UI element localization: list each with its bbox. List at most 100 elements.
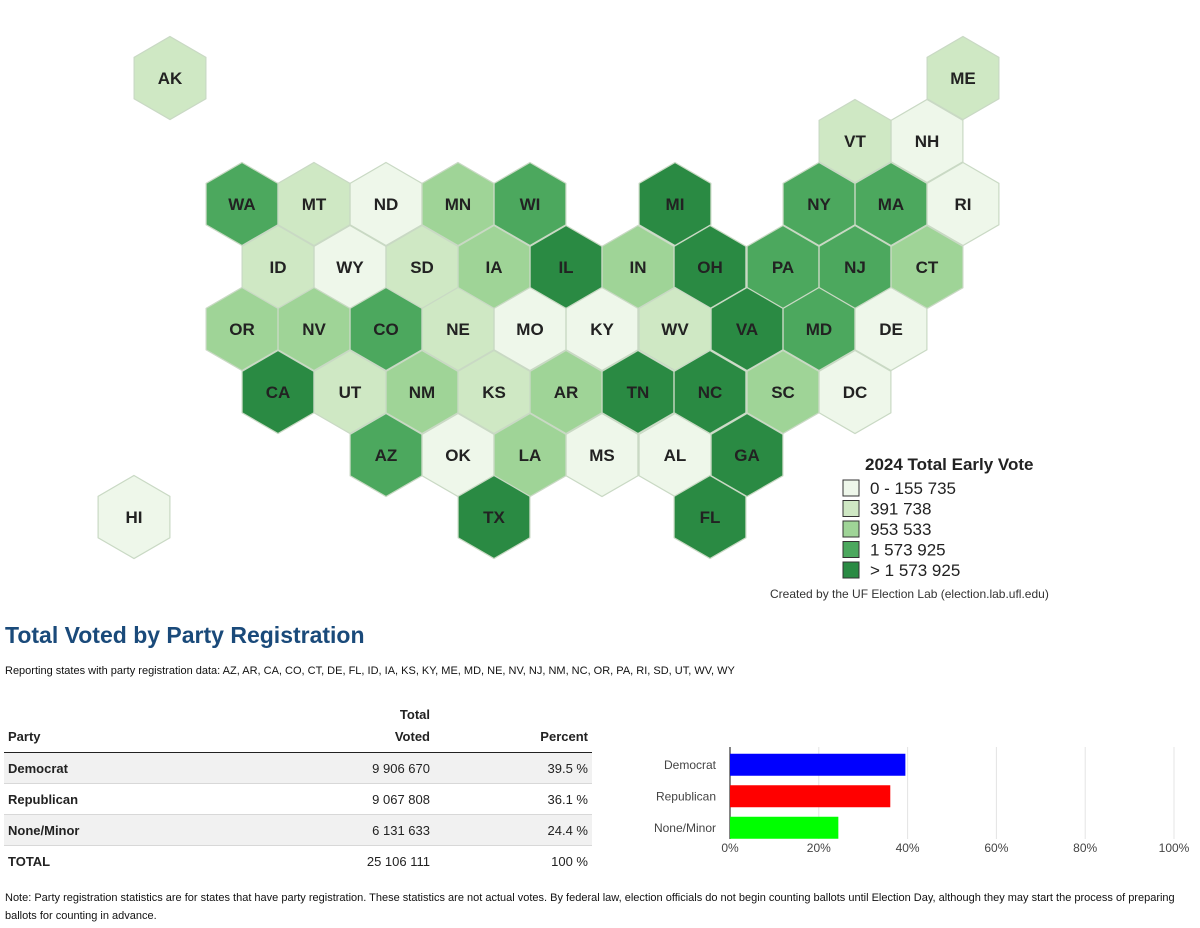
- state-hex-dc[interactable]: DC: [818, 349, 892, 435]
- state-hex-nj[interactable]: NJ: [818, 224, 892, 310]
- state-hex-ak[interactable]: AK: [133, 35, 207, 121]
- category-label: None/Minor: [654, 821, 716, 835]
- state-hex-me[interactable]: ME: [926, 35, 1000, 121]
- legend-item: > 1 573 925: [842, 561, 960, 580]
- x-tick-label: 0%: [721, 841, 739, 855]
- state-hex-hi[interactable]: HI: [97, 474, 171, 560]
- state-label: WA: [228, 195, 255, 214]
- legend-title: 2024 Total Early Vote: [865, 455, 1034, 474]
- row-percent: 39.5 %: [434, 752, 592, 784]
- state-hex-ct[interactable]: CT: [890, 224, 964, 310]
- row-voted: 9 906 670: [304, 752, 434, 784]
- state-hex-ks[interactable]: KS: [457, 349, 531, 435]
- state-hex-nc[interactable]: NC: [673, 349, 747, 435]
- party-table: Party Total Voted Percent Democrat 9 906…: [4, 700, 592, 877]
- state-label: NM: [409, 383, 435, 402]
- x-tick-label: 80%: [1073, 841, 1097, 855]
- category-label: Republican: [656, 789, 716, 803]
- state-label: IN: [630, 258, 647, 277]
- state-label: DE: [879, 320, 903, 339]
- state-label: ME: [950, 69, 976, 88]
- row-percent: 36.1 %: [434, 783, 592, 815]
- bar-democrat[interactable]: [730, 753, 906, 776]
- state-label: GA: [734, 446, 760, 465]
- section-title: Total Voted by Party Registration: [5, 622, 365, 648]
- state-label: KY: [590, 320, 614, 339]
- row-percent: 24.4 %: [434, 814, 592, 846]
- legend-label: 953 533: [870, 520, 931, 539]
- state-label: TN: [627, 383, 650, 402]
- state-label: PA: [772, 258, 794, 277]
- legend-item: 953 533: [842, 520, 931, 539]
- state-hex-ms[interactable]: MS: [565, 412, 639, 498]
- state-hex-or[interactable]: OR: [205, 286, 279, 372]
- state-hex-nh[interactable]: NH: [890, 98, 964, 184]
- legend-item: 0 - 155 735: [842, 479, 956, 498]
- state-label: AZ: [375, 446, 398, 465]
- state-label: OK: [445, 446, 471, 465]
- state-label: AL: [664, 446, 687, 465]
- total-percent: 100 %: [434, 845, 592, 877]
- state-label: RI: [955, 195, 972, 214]
- state-hex-ar[interactable]: AR: [529, 349, 603, 435]
- legend-label: 1 573 925: [870, 541, 946, 560]
- state-label: TX: [483, 508, 505, 527]
- state-label: DC: [843, 383, 868, 402]
- state-label: WI: [520, 195, 541, 214]
- state-label: MA: [878, 195, 904, 214]
- state-label: HI: [126, 508, 143, 527]
- state-hex-mi[interactable]: MI: [638, 161, 712, 247]
- state-label: UT: [339, 383, 362, 402]
- state-label: CA: [266, 383, 291, 402]
- state-hex-ri[interactable]: RI: [926, 161, 1000, 247]
- state-hex-tn[interactable]: TN: [601, 349, 675, 435]
- state-hex-tx[interactable]: TX: [457, 474, 531, 560]
- state-label: OH: [697, 258, 723, 277]
- bar-none-minor[interactable]: [730, 816, 839, 839]
- state-label: NJ: [844, 258, 866, 277]
- state-label: VT: [844, 132, 866, 151]
- table-header-row: Party Total Voted Percent: [4, 700, 592, 753]
- state-hex-sc[interactable]: SC: [746, 349, 820, 435]
- state-label: AK: [158, 69, 183, 88]
- row-voted: 6 131 633: [304, 814, 434, 846]
- state-label: MI: [666, 195, 685, 214]
- state-label: SD: [410, 258, 434, 277]
- col-total-voted: Total Voted: [304, 700, 434, 753]
- row-party: Republican: [4, 783, 304, 815]
- legend-label: 391 738: [870, 500, 931, 519]
- legend-item: 391 738: [842, 500, 931, 519]
- footnote: Note: Party registration statistics are …: [5, 892, 1175, 922]
- state-label: LA: [519, 446, 542, 465]
- total-label: TOTAL: [4, 845, 304, 877]
- state-label: NC: [698, 383, 723, 402]
- table-row: Republican 9 067 808 36.1 %: [4, 783, 592, 815]
- state-label: OR: [229, 320, 255, 339]
- state-label: VA: [736, 320, 758, 339]
- state-hex-oh[interactable]: OH: [673, 224, 747, 310]
- state-label: IL: [558, 258, 573, 277]
- table-total-row: TOTAL 25 106 111 100 %: [4, 845, 592, 877]
- state-hex-wi[interactable]: WI: [493, 161, 567, 247]
- state-label: SC: [771, 383, 795, 402]
- state-hex-va[interactable]: VA: [710, 286, 784, 372]
- state-hex-ne[interactable]: NE: [421, 286, 495, 372]
- row-party: Democrat: [4, 752, 304, 784]
- state-label: NV: [302, 320, 326, 339]
- state-hexes: AK ME VT NH WA MT ND MN WI MI NY MA RI ID WY SD IA IL IN OH…: [97, 35, 1000, 560]
- state-label: MO: [516, 320, 543, 339]
- state-label: WY: [336, 258, 364, 277]
- state-hex-fl[interactable]: FL: [673, 474, 747, 560]
- legend-label: > 1 573 925: [870, 561, 960, 580]
- state-hex-de[interactable]: DE: [854, 286, 928, 372]
- x-tick-label: 40%: [896, 841, 920, 855]
- state-hex-ut[interactable]: UT: [313, 349, 387, 435]
- bar-republican[interactable]: [730, 785, 891, 808]
- early-vote-hex-map: AK ME VT NH WA MT ND MN WI MI NY MA RI ID WY SD IA IL IN OH…: [97, 35, 1049, 601]
- x-tick-label: 60%: [984, 841, 1008, 855]
- state-hex-ga[interactable]: GA: [710, 412, 784, 498]
- state-hex-ky[interactable]: KY: [565, 286, 639, 372]
- state-hex-nm[interactable]: NM: [385, 349, 459, 435]
- state-hex-ny[interactable]: NY: [782, 161, 856, 247]
- state-label: ND: [374, 195, 399, 214]
